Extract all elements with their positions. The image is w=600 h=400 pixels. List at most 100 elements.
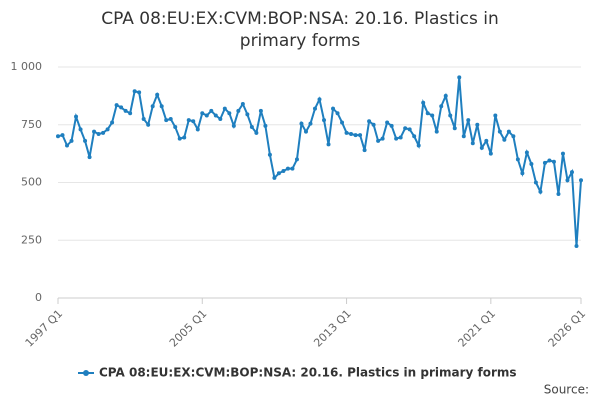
y-tick-label: 1 000 [11, 60, 43, 73]
data-point [222, 106, 227, 111]
data-point [137, 90, 142, 95]
data-point [101, 130, 106, 135]
data-point [231, 123, 236, 128]
data-point [529, 162, 534, 167]
data-point [69, 138, 74, 143]
data-point [457, 75, 462, 80]
data-point [218, 116, 223, 121]
data-point [511, 134, 516, 139]
data-point [475, 122, 480, 127]
data-point [60, 133, 65, 138]
data-point [394, 136, 399, 141]
source: Source: [544, 383, 589, 397]
data-point [164, 118, 169, 123]
legend-item: CPA 08:EU:EX:CVM:BOP:NSA: 20.16. Plastic… [78, 366, 517, 380]
data-point [340, 120, 345, 125]
data-point [155, 92, 160, 97]
data-point [349, 131, 354, 136]
data-point [132, 89, 137, 94]
data-point [177, 136, 182, 141]
data-point [249, 125, 254, 130]
data-point [538, 189, 543, 194]
data-point [421, 100, 426, 105]
data-point [515, 157, 520, 162]
data-point [312, 106, 317, 111]
data-point [335, 111, 340, 116]
data-point [56, 134, 60, 139]
data-point [362, 148, 367, 153]
data-point [182, 135, 187, 140]
data-point [119, 105, 124, 110]
data-point [569, 170, 574, 175]
data-point [470, 141, 475, 146]
data-point [479, 145, 484, 150]
data-point [430, 113, 435, 118]
data-point [290, 166, 295, 171]
data-point [533, 180, 538, 185]
data-point [547, 158, 552, 163]
data-point [452, 126, 457, 131]
data-point [110, 120, 115, 125]
data-point [344, 130, 349, 135]
data-point [520, 171, 525, 176]
chart-title: CPA 08:EU:EX:CVM:BOP:NSA: 20.16. Plastic… [101, 9, 499, 51]
data-point [141, 116, 146, 121]
data-point [281, 168, 286, 173]
data-point [236, 108, 241, 113]
data-point [317, 97, 322, 102]
data-point [92, 129, 97, 134]
data-point [425, 111, 430, 116]
data-point [407, 127, 412, 132]
data-point [434, 129, 439, 134]
data-point [303, 129, 308, 134]
data-point [87, 155, 92, 160]
data-point [227, 111, 232, 116]
data-point [263, 123, 268, 128]
data-point [380, 136, 385, 141]
data-point [245, 112, 250, 117]
data-point [367, 119, 372, 124]
data-point [461, 134, 466, 139]
data-point [403, 126, 408, 131]
data-point [331, 106, 336, 111]
data-point [497, 129, 502, 134]
data-point [308, 121, 313, 126]
data-point [195, 127, 200, 132]
data-point [448, 113, 453, 118]
data-point [488, 151, 493, 156]
data-point [276, 171, 281, 176]
x-tick-label: 2026 Q1 [546, 307, 589, 350]
data-point [96, 131, 101, 136]
y-tick-label: 250 [21, 233, 42, 246]
data-point [398, 135, 403, 140]
data-point [128, 111, 133, 116]
data-point [65, 143, 70, 148]
data-point [294, 157, 299, 162]
data-point [299, 121, 304, 126]
data-point [439, 104, 444, 109]
data-point [285, 166, 290, 171]
data-point [322, 118, 327, 123]
data-point [191, 119, 196, 124]
data-point [506, 129, 511, 134]
data-point [493, 113, 498, 118]
legend-marker [83, 370, 89, 376]
data-point [254, 130, 259, 135]
y-tick-label: 0 [35, 291, 42, 304]
data-point [579, 178, 583, 183]
data-point [443, 93, 448, 98]
legend-text: CPA 08:EU:EX:CVM:BOP:NSA: 20.16. Plastic… [99, 366, 517, 380]
data-point [565, 178, 570, 183]
data-point [358, 133, 363, 138]
data-point [484, 138, 489, 143]
data-point [150, 104, 155, 109]
data-point [389, 123, 394, 128]
data-point [105, 127, 110, 132]
data-point [114, 103, 119, 108]
data-point [258, 108, 263, 113]
data-point [376, 138, 381, 143]
x-tick-label: 1997 Q1 [23, 307, 66, 350]
data-point [412, 134, 417, 139]
